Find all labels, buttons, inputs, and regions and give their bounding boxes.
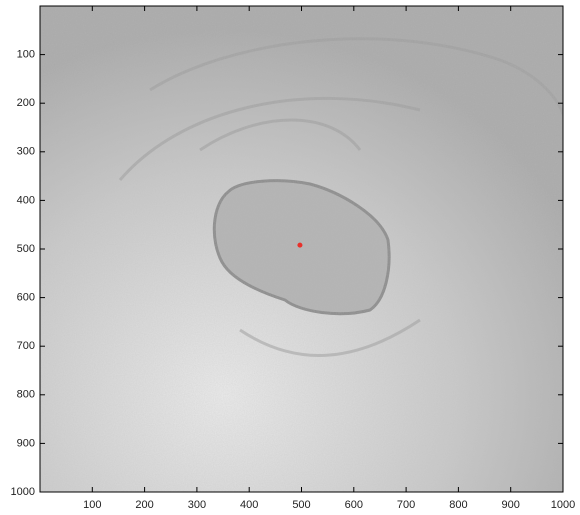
y-tick-label: 500 (17, 243, 35, 255)
page: {"chart_data": {"type": "scatter", "seri… (0, 0, 580, 515)
point (297, 243, 302, 248)
image (40, 6, 565, 492)
y-tick-label: 200 (17, 97, 35, 109)
x-tick-label: 500 (292, 499, 310, 511)
y-tick-label: 600 (17, 292, 35, 304)
x-tick-label: 100 (83, 499, 101, 511)
chart: 100 200 300 400 500 600 700 800 900 1000 100 200 300… (0, 0, 580, 515)
x-tick-label: 300 (188, 499, 206, 511)
y-tick-label: 400 (17, 194, 35, 206)
y-tick-label: 100 (17, 49, 35, 61)
x-tick-label: 700 (397, 499, 415, 511)
y-tick-label: 300 (17, 146, 35, 158)
y-tick-label: 1000 (11, 486, 35, 498)
y-tick-label: 900 (17, 437, 35, 449)
y-tick-label: 700 (17, 340, 35, 352)
x-tick-label: 200 (135, 499, 153, 511)
x-tick-label: 600 (345, 499, 363, 511)
x-tick-label: 800 (449, 499, 467, 511)
y-tick-label: 800 (17, 389, 35, 401)
x-tick-label: 1000 (551, 499, 575, 511)
x-tick-label: 900 (502, 499, 520, 511)
x-tick-label: 400 (240, 499, 258, 511)
